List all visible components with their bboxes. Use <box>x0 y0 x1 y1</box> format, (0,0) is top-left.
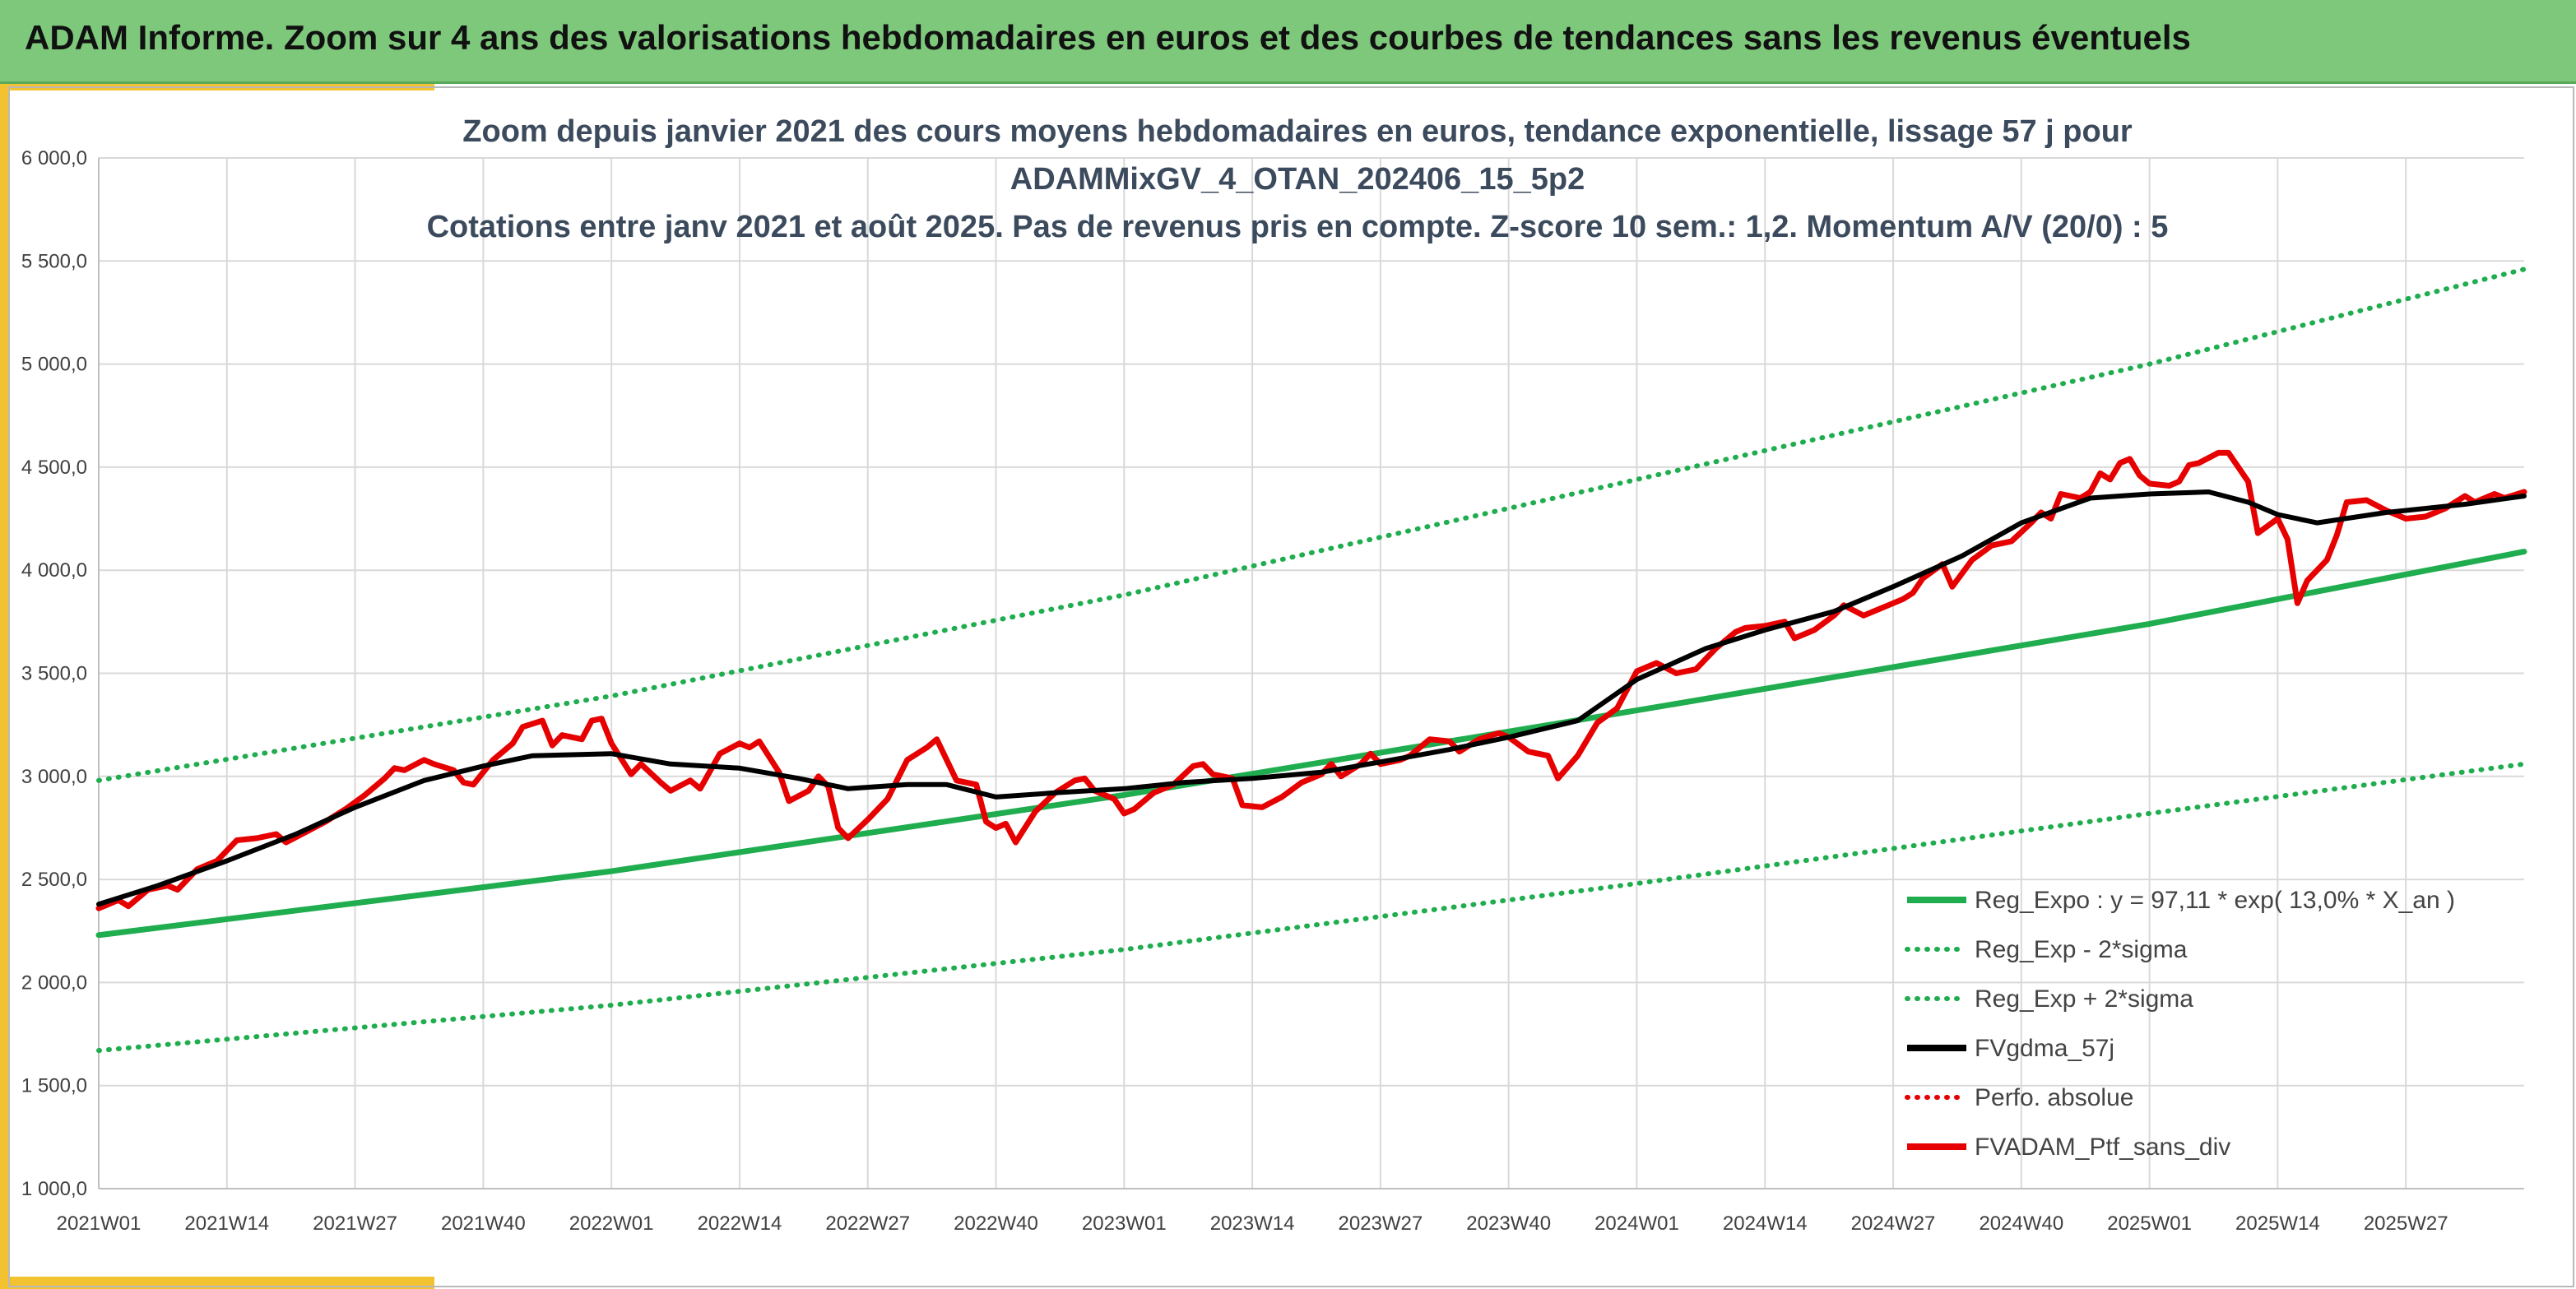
page-title: ADAM Informe. Zoom sur 4 ans des valoris… <box>25 18 2191 57</box>
legend-label: Reg_Exp + 2*sigma <box>1975 985 2193 1013</box>
x-tick-label: 2025W01 <box>2107 1212 2192 1235</box>
x-tick-label: 2024W14 <box>1723 1212 1808 1235</box>
x-tick-label: 2021W27 <box>313 1212 397 1235</box>
y-tick-label: 2 000,0 <box>21 971 87 994</box>
y-tick-label: 4 500,0 <box>21 457 87 479</box>
legend-label: Reg_Expo : y = 97,11 * exp( 13,0% * X_an… <box>1975 887 2455 914</box>
y-tick-label: 1 500,0 <box>21 1075 87 1097</box>
x-tick-label: 2022W14 <box>698 1212 782 1235</box>
x-axis: 2021W01 2021W14 2021W27 2021W40 2022W01 2022W… <box>57 1212 2448 1235</box>
y-tick-label: 1 000,0 <box>21 1178 87 1200</box>
x-tick-label: 2021W40 <box>441 1212 526 1235</box>
y-tick-label: 5 000,0 <box>21 354 87 376</box>
series-line <box>96 489 2527 907</box>
y-tick-label: 2 500,0 <box>21 869 87 891</box>
chart-title-line: Cotations entre janv 2021 et août 2025. … <box>427 210 2169 244</box>
chart-title-line: ADAMMixGV_4_OTAN_202406_15_5p2 <box>1010 162 1585 197</box>
accent-bar-left <box>0 84 8 1289</box>
x-tick-label: 2023W14 <box>1210 1212 1295 1235</box>
x-tick-label: 2022W27 <box>825 1212 910 1235</box>
x-tick-label: 2023W27 <box>1339 1212 1423 1235</box>
legend-label: Reg_Exp - 2*sigma <box>1975 936 2188 963</box>
chart-frame <box>8 86 2574 1287</box>
x-tick-label: 2022W40 <box>954 1212 1038 1235</box>
series-line <box>96 267 2527 783</box>
series-line <box>95 449 2527 911</box>
x-tick-label: 2024W01 <box>1594 1212 1679 1235</box>
x-tick-label: 2025W14 <box>2235 1212 2320 1235</box>
x-tick-label: 2024W27 <box>1851 1212 1936 1235</box>
x-tick-label: 2024W40 <box>1979 1212 2063 1235</box>
chart-title: Zoom depuis janvier 2021 des cours moyen… <box>427 114 2169 244</box>
y-tick-label: 4 000,0 <box>21 559 87 582</box>
x-tick-label: 2021W01 <box>57 1212 142 1235</box>
chart-title-line: Zoom depuis janvier 2021 des cours moyen… <box>462 114 2133 149</box>
y-tick-label: 6 000,0 <box>21 147 87 169</box>
y-axis: 1 000,0 1 500,0 2 000,0 2 500,0 3 000,0 3 500… <box>21 147 87 1200</box>
grid <box>98 157 2524 1189</box>
legend: Reg_Expo : y = 97,11 * exp( 13,0% * X_an… <box>1905 887 2455 1161</box>
legend-label: Perfo. absolue <box>1975 1084 2133 1111</box>
x-tick-label: 2025W27 <box>2364 1212 2448 1235</box>
header-bar: ADAM Informe. Zoom sur 4 ans des valoris… <box>0 0 2576 84</box>
y-tick-label: 5 500,0 <box>21 250 87 272</box>
x-tick-label: 2022W01 <box>569 1212 654 1235</box>
legend-label: FVADAM_Ptf_sans_div <box>1975 1134 2230 1161</box>
x-tick-label: 2023W40 <box>1466 1212 1551 1235</box>
legend-label: FVgdma_57j <box>1975 1035 2114 1062</box>
series-line <box>95 549 2527 939</box>
x-tick-label: 2021W14 <box>184 1212 269 1235</box>
plot-area <box>95 267 2527 1054</box>
y-tick-label: 3 500,0 <box>21 663 87 685</box>
x-tick-label: 2023W01 <box>1082 1212 1167 1235</box>
y-tick-label: 3 000,0 <box>21 766 87 788</box>
